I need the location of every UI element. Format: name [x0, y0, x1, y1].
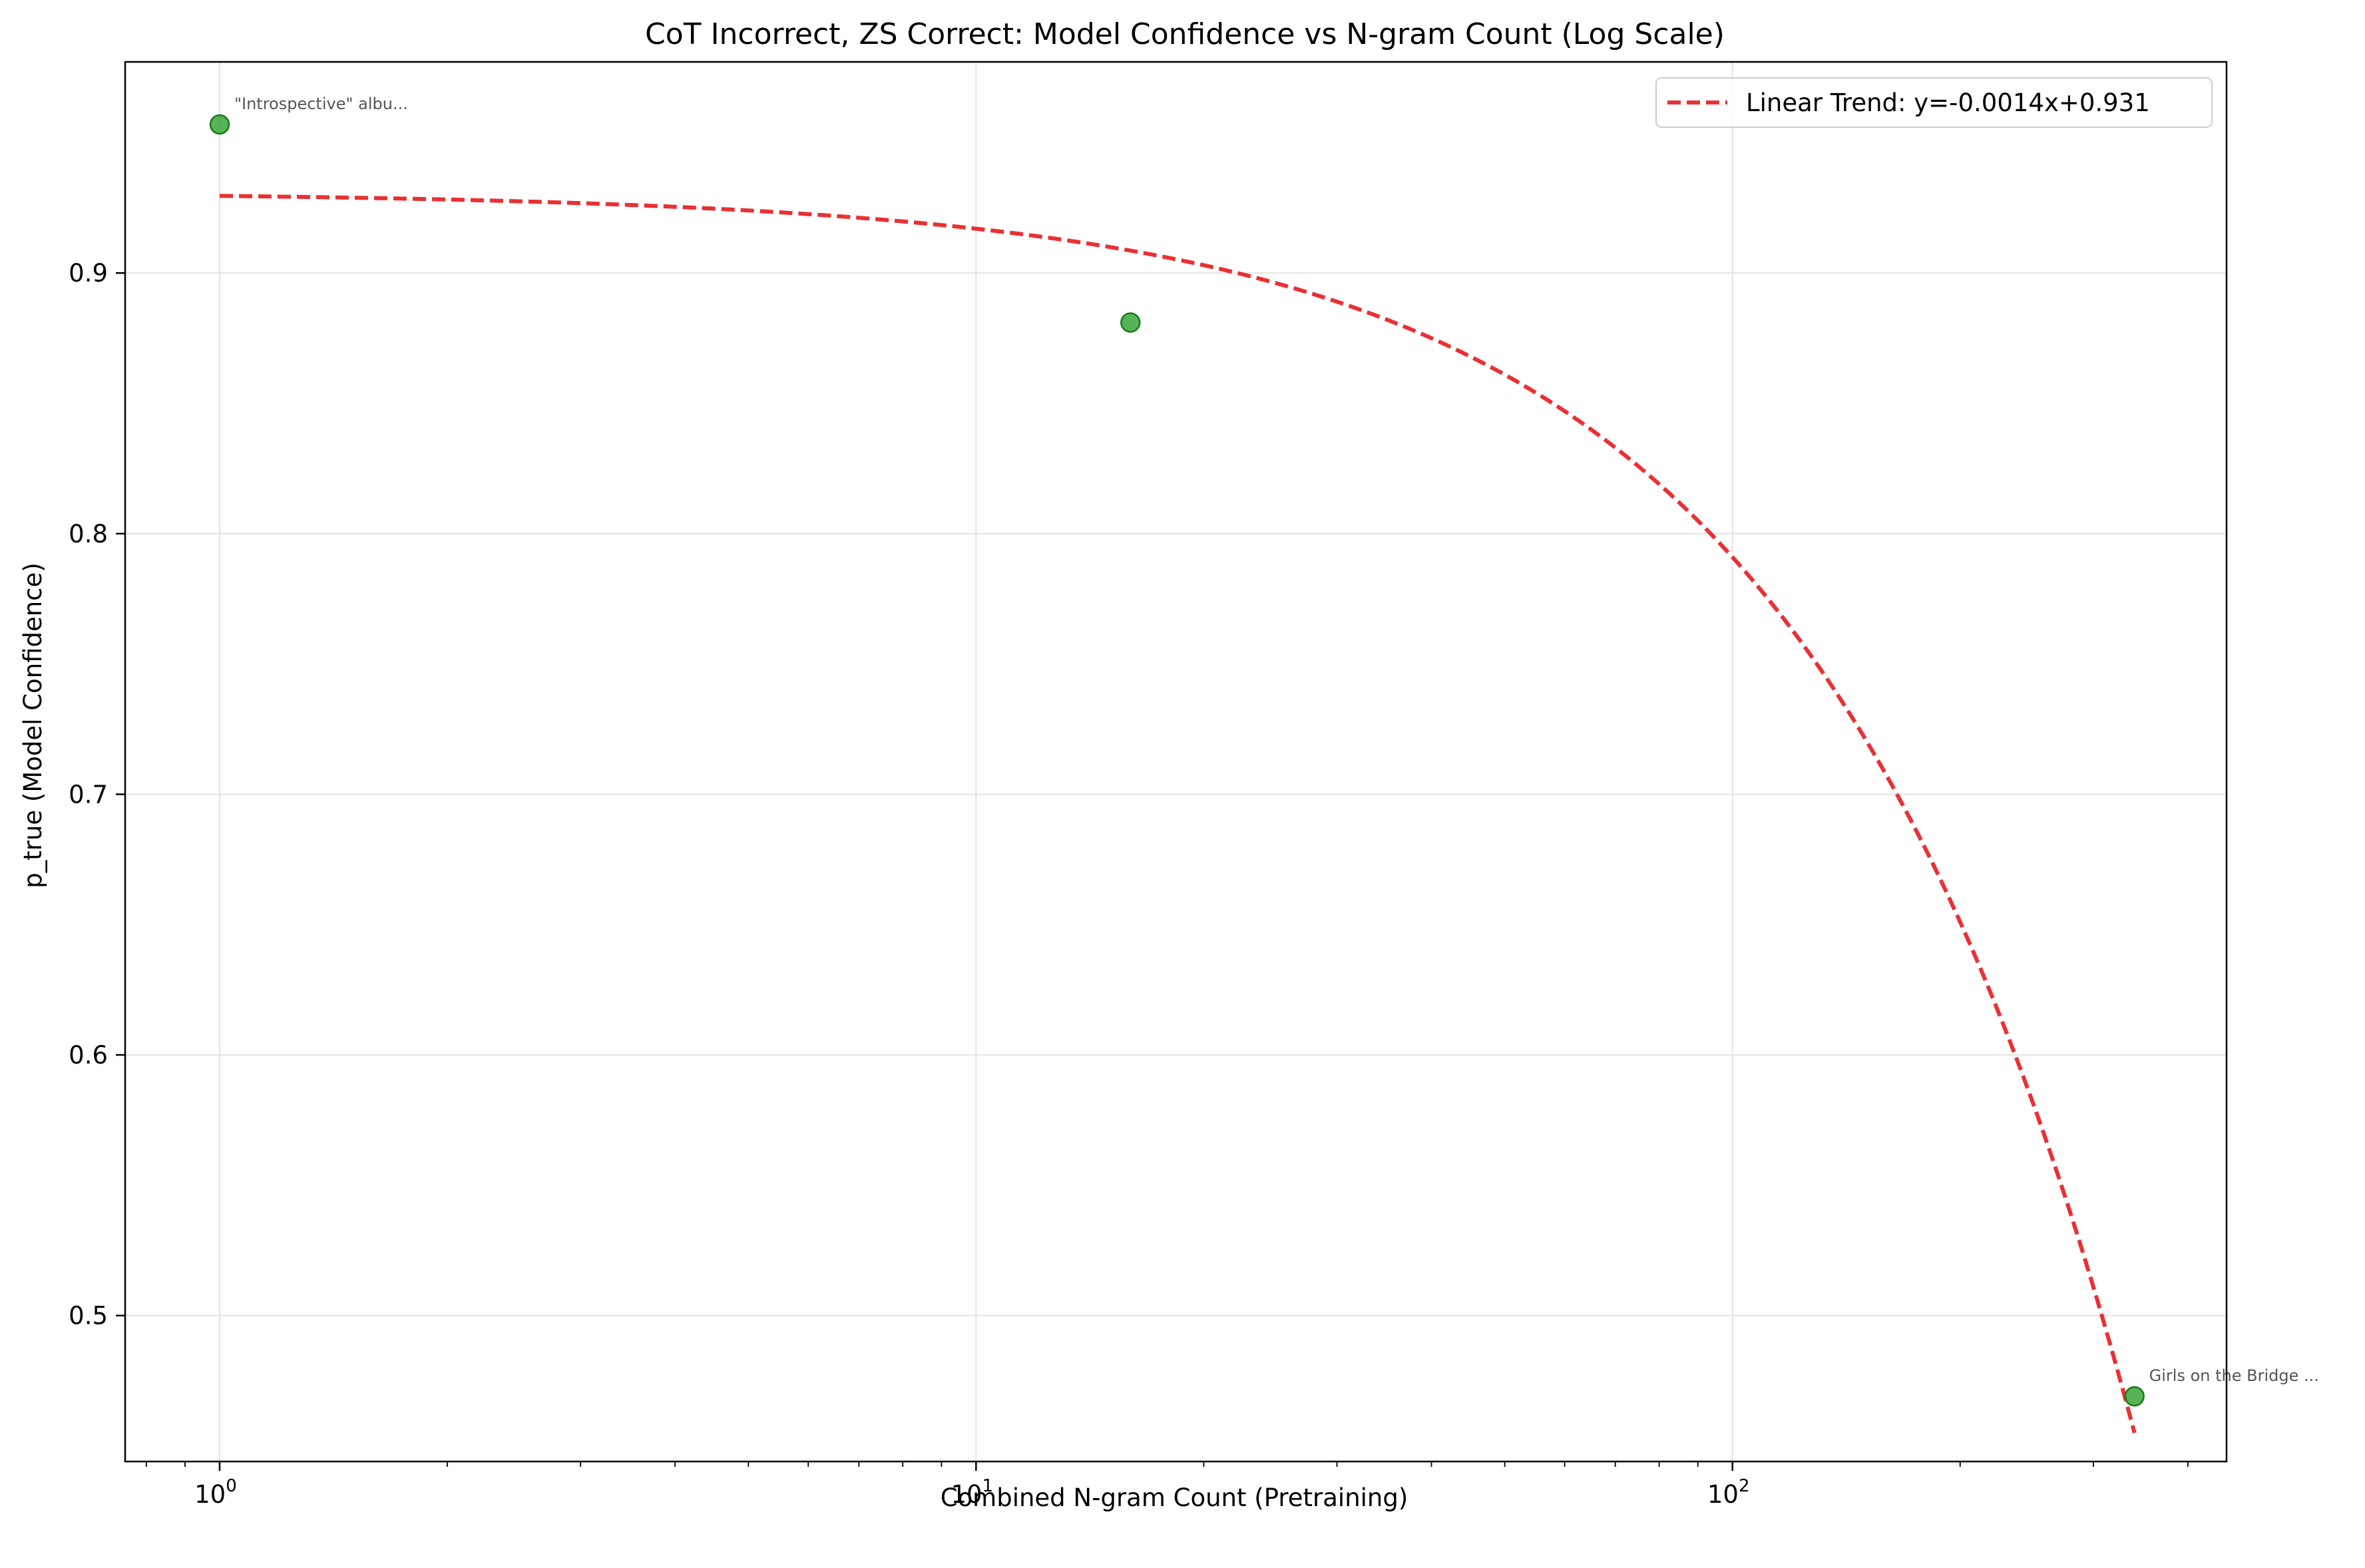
trend-line-group: [219, 194, 2137, 1434]
x-tick-label: 100: [194, 1476, 237, 1509]
legend-box: [1655, 77, 2213, 128]
legend: Linear Trend: y=-0.0014x+0.931: [1655, 77, 2213, 128]
y-tick-label: 0.5: [69, 1302, 108, 1330]
y-axis-label: p_true (Model Confidence): [19, 562, 47, 888]
y-tick-label: 0.6: [69, 1041, 108, 1070]
trend-line: [219, 194, 2137, 1434]
x-tick-label: 101: [951, 1476, 994, 1509]
scatter-point: [2124, 1386, 2145, 1407]
scatter-point: [1120, 312, 1141, 333]
y-tick-label: 0.8: [69, 520, 108, 548]
y-tick-label: 0.7: [69, 780, 108, 809]
legend-trend-label: Linear Trend: y=-0.0014x+0.931: [1746, 89, 2150, 117]
y-tick-label: 0.9: [69, 259, 108, 288]
y-axis-ticks: 0.5 0.6 0.7 0.8 0.9: [69, 259, 125, 1330]
point-annotation: Girls on the Bridge ...: [2149, 1366, 2319, 1385]
point-annotations: "Introspective" albu... Girls on the Brid…: [234, 95, 2319, 1385]
scatter-points: [209, 114, 2145, 1407]
scatter-point: [209, 114, 230, 135]
point-annotation: "Introspective" albu...: [234, 95, 408, 113]
chart-title: CoT Incorrect, ZS Correct: Model Confide…: [645, 17, 1725, 51]
grid: [125, 62, 2227, 1462]
plot-frame: [124, 61, 2228, 1463]
x-tick-label: 102: [1707, 1476, 1750, 1509]
x-axis-ticks: 100 101 102: [145, 1462, 2189, 1509]
x-axis-label: Combined N-gram Count (Pretraining): [941, 1483, 1408, 1512]
